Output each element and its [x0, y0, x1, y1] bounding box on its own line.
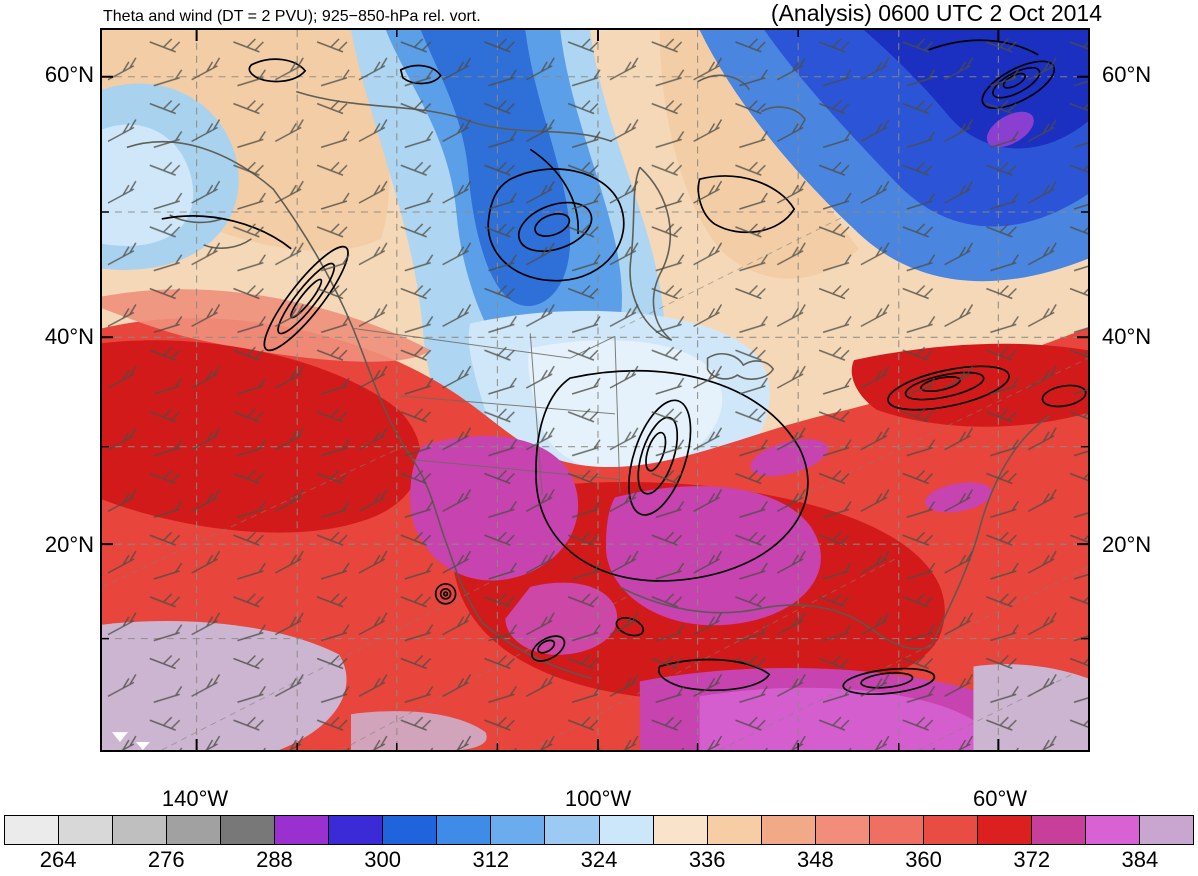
y-axis-label-20n-left: 20°N	[44, 532, 94, 557]
y-axis-label-40n-right: 40°N	[1102, 324, 1152, 349]
colorbar-tick-label: 300	[364, 847, 401, 872]
colorbar-cell	[544, 816, 599, 844]
colorbar-cell	[220, 816, 275, 844]
y-axis-label-20n-right: 20°N	[1102, 532, 1152, 557]
colorbar-tick-label: 384	[1121, 847, 1159, 872]
wind-barbs-texture	[102, 30, 1088, 750]
colorbar-cell	[1138, 816, 1194, 844]
colorbar-cell	[112, 816, 167, 844]
colorbar-cell	[166, 816, 221, 844]
colorbar-tick-label: 360	[905, 847, 942, 872]
colorbar-tick-label: 288	[256, 847, 293, 872]
map-canvas	[102, 30, 1088, 750]
x-axis-label-60w: 60°W	[972, 786, 1028, 811]
colorbar-cell	[274, 816, 329, 844]
colorbar-tick-labels: 264 276 288 300 312 324 336 348 360 372 …	[4, 847, 1194, 874]
colorbar-cell	[922, 816, 977, 844]
colorbar-tick-label: 372	[1013, 847, 1051, 872]
colorbar-tick-label: 348	[797, 847, 834, 872]
map-border-ticks	[102, 30, 1088, 750]
colorbar-cell	[1030, 816, 1085, 844]
colorbar-tick-label: 312	[472, 847, 510, 872]
colorbar-cell	[814, 816, 869, 844]
colorbar-cell	[328, 816, 383, 844]
x-axis-label-100w: 100°W	[564, 786, 632, 811]
colorbar-cell	[382, 816, 437, 844]
colorbar-cell	[760, 816, 815, 844]
colorbar-cell	[58, 816, 113, 844]
y-axis-label-60n-left: 60°N	[44, 62, 94, 87]
colorbar-tick-label: 324	[580, 847, 618, 872]
main-title: (Analysis) 0600 UTC 2 Oct 2014	[770, 0, 1102, 26]
colorbar-cell	[976, 816, 1031, 844]
y-axis-label-40n-left: 40°N	[44, 324, 94, 349]
colorbar	[4, 815, 1194, 845]
colorbar-cell	[5, 816, 59, 844]
subtitle: Theta and wind (DT = 2 PVU); 925−850-hPa…	[103, 8, 481, 25]
map-frame	[100, 28, 1090, 752]
colorbar-cell	[436, 816, 491, 844]
colorbar-tick-label: 264	[39, 847, 77, 872]
colorbar-cell	[706, 816, 761, 844]
y-axis-label-60n-right: 60°N	[1102, 62, 1152, 87]
colorbar-cell	[652, 816, 707, 844]
colorbar-tick-label: 276	[147, 847, 185, 872]
x-axis-label-140w: 140°W	[161, 786, 229, 811]
colorbar-cell	[598, 816, 653, 844]
colorbar-cell	[490, 816, 545, 844]
colorbar-cell	[1084, 816, 1139, 844]
colorbar-tick-label: 336	[688, 847, 726, 872]
colorbar-cell	[868, 816, 923, 844]
